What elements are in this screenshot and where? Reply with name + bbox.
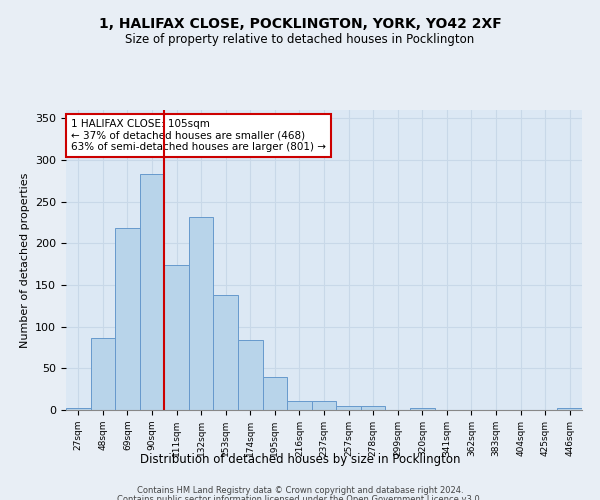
Text: Distribution of detached houses by size in Pocklington: Distribution of detached houses by size … [140,452,460,466]
Bar [214,295,238,410]
Text: 1 HALIFAX CLOSE: 105sqm
← 37% of detached houses are smaller (468)
63% of semi-d: 1 HALIFAX CLOSE: 105sqm ← 37% of detache… [71,119,326,152]
Bar [66,408,91,410]
Bar [189,216,214,410]
Bar [361,406,385,410]
Text: Size of property relative to detached houses in Pocklington: Size of property relative to detached ho… [125,32,475,46]
Bar [557,408,582,410]
Text: Contains public sector information licensed under the Open Government Licence v3: Contains public sector information licen… [118,495,482,500]
Bar [238,340,263,410]
Bar [115,228,140,410]
Bar [164,265,189,410]
Bar [263,376,287,410]
Bar [410,408,434,410]
Bar [140,174,164,410]
Bar [91,338,115,410]
Text: Contains HM Land Registry data © Crown copyright and database right 2024.: Contains HM Land Registry data © Crown c… [137,486,463,495]
Bar [312,401,336,410]
Text: 1, HALIFAX CLOSE, POCKLINGTON, YORK, YO42 2XF: 1, HALIFAX CLOSE, POCKLINGTON, YORK, YO4… [98,18,502,32]
Bar [287,401,312,410]
Y-axis label: Number of detached properties: Number of detached properties [20,172,29,348]
Bar [336,406,361,410]
